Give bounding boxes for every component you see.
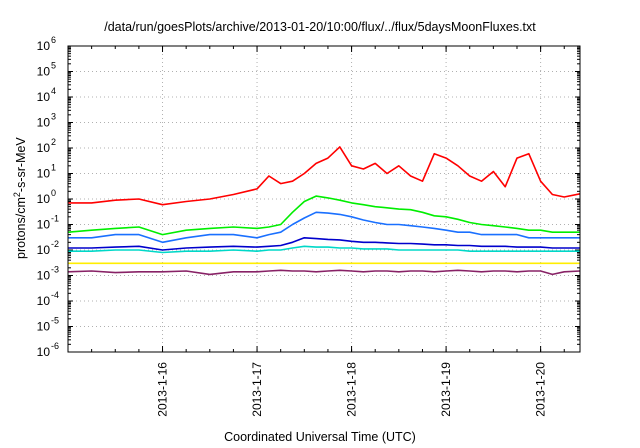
y-tick-label-exponent: 1: [51, 163, 56, 173]
x-tick-label: 2013-1-16: [156, 362, 170, 417]
y-tick-label: 10: [37, 294, 51, 308]
x-axis-label: Coordinated Universal Time (UTC): [224, 430, 416, 444]
y-tick-label: 10: [37, 192, 51, 206]
series-line-4: [68, 237, 580, 251]
plot-frame: [67, 45, 581, 353]
y-tick-label: 10: [37, 345, 51, 359]
y-tick-label: 10: [37, 90, 51, 104]
y-tick-label-exponent: -3: [51, 265, 59, 275]
y-tick-label-exponent: -5: [51, 316, 59, 326]
series-line-7: [67, 269, 581, 276]
series-line-5: [68, 245, 580, 254]
y-tick-label-exponent: 6: [51, 35, 56, 45]
y-tick-label-exponent: -6: [51, 341, 59, 351]
x-tick-label: 2013-1-20: [534, 362, 548, 417]
y-tick-label-exponent: 2: [51, 137, 56, 147]
y-tick-label: 10: [37, 269, 51, 283]
series-line-3: [68, 211, 580, 244]
y-tick-label: 10: [37, 218, 51, 232]
y-tick-label: 10: [37, 65, 51, 79]
y-tick-label-exponent: 4: [51, 86, 56, 96]
y-tick-label: 10: [37, 141, 51, 155]
series-line-2: [67, 195, 580, 236]
y-tick-label-exponent: -4: [51, 290, 59, 300]
x-tick-label: 2013-1-17: [250, 362, 264, 417]
x-tick-label: 2013-1-18: [345, 362, 359, 417]
series-line-1: [68, 146, 581, 206]
y-tick-label: 10: [37, 167, 51, 181]
y-tick-label-exponent: -1: [51, 214, 59, 224]
x-tick-label: 2013-1-19: [439, 362, 453, 417]
chart-title: /data/run/goesPlots/archive/2013-01-20/1…: [104, 20, 536, 34]
y-tick-label-exponent: 3: [51, 112, 56, 122]
y-tick-label: 10: [37, 39, 51, 53]
y-tick-label-exponent: 5: [51, 61, 56, 71]
y-tick-label: 10: [37, 243, 51, 257]
y-tick-label: 10: [37, 320, 51, 334]
y-tick-label: 10: [37, 116, 51, 130]
y-tick-label-exponent: -2: [51, 239, 59, 249]
y-tick-label-exponent: 0: [51, 188, 56, 198]
